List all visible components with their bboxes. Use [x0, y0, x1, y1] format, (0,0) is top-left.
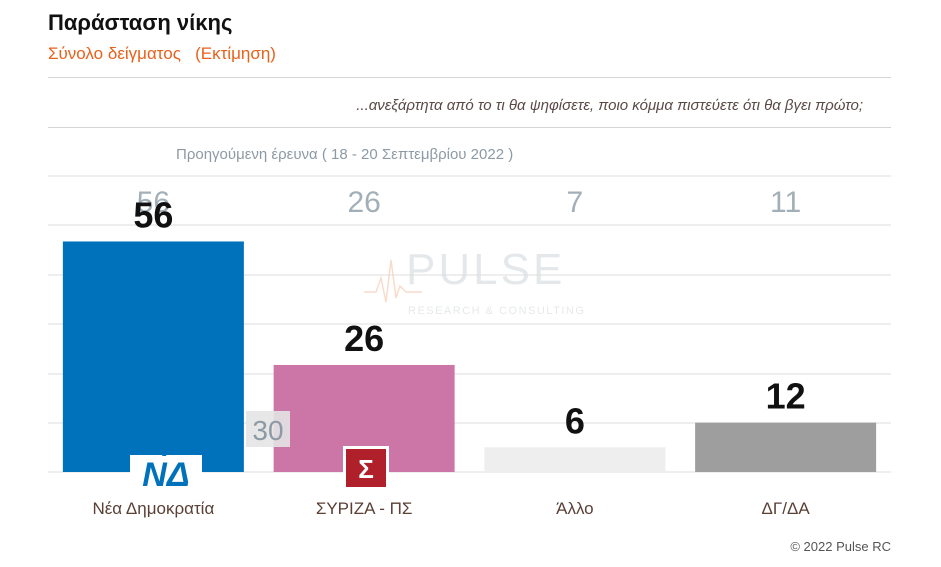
chart-title: Παράσταση νίκης: [48, 10, 233, 35]
previous-survey-label: Προηγούμενη έρευνα ( 18 - 20 Σεπτεμβρίου…: [176, 146, 514, 163]
category-label: ΣΥΡΙΖΑ - ΠΣ: [316, 499, 413, 518]
watermark-name: PULSE: [406, 245, 565, 294]
category-label: Νέα Δημοκρατία: [92, 499, 214, 518]
syriza-logo-text: Σ: [358, 454, 374, 484]
category-label: Άλλο: [556, 499, 594, 518]
value-label: 6: [565, 400, 585, 441]
copyright: © 2022 Pulse RC: [790, 539, 891, 554]
top-divider: [48, 77, 891, 78]
value-label: 56: [133, 194, 173, 235]
survey-question: ...ανεξάρτητα από το τι θα ψηφίσετε, ποι…: [356, 97, 863, 114]
pulse-watermark: PULSE RESEARCH & CONSULTING: [364, 245, 585, 317]
nd-logo: ΝΔ: [142, 456, 189, 494]
question-divider: [48, 127, 891, 128]
previous-value: 56: [137, 186, 170, 219]
syriza-logo: [346, 449, 386, 487]
nd-logo-mark: [162, 443, 172, 456]
gap-label-box: [246, 411, 290, 447]
value-label: 26: [344, 318, 384, 359]
previous-value: 7: [567, 186, 584, 219]
gap-label: 30: [252, 415, 283, 446]
watermark-tagline: RESEARCH & CONSULTING: [408, 305, 585, 317]
previous-value: 26: [347, 186, 380, 219]
bar: [695, 422, 877, 472]
previous-value: 11: [770, 186, 801, 219]
chart-subtitle: Σύνολο δείγματος (Εκτίμηση): [48, 44, 276, 63]
nd-logo-bg: [130, 455, 202, 489]
category-label: ΔΓ/ΔΑ: [762, 499, 811, 518]
bar: [484, 447, 666, 472]
bar: [62, 241, 244, 472]
value-label: 12: [766, 376, 806, 417]
